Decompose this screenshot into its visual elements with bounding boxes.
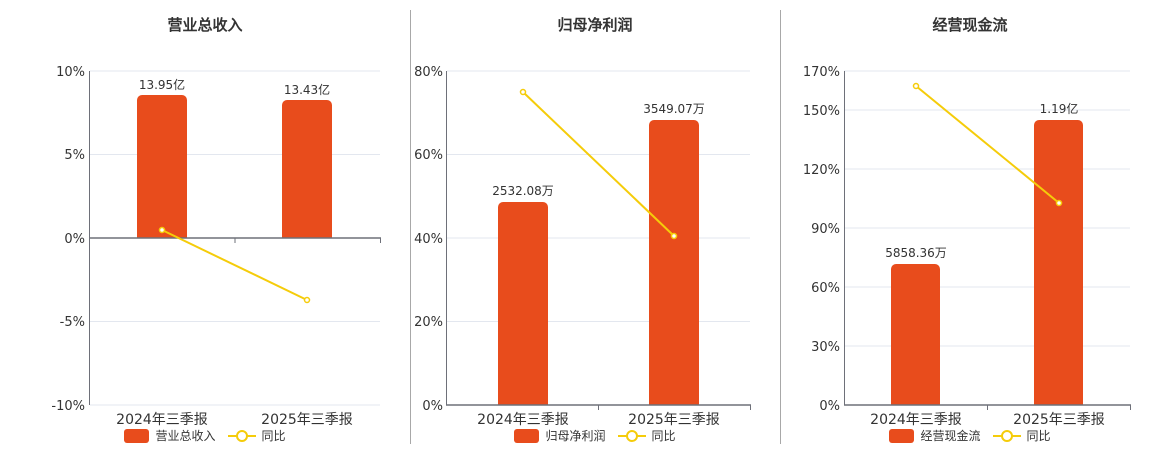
x-tick: 2024年三季报 — [116, 412, 208, 428]
y-tick: 0% — [422, 399, 443, 414]
x-tick: 2024年三季报 — [870, 412, 962, 428]
chart-panel-revenue: 营业总收入 10% 5% 0% -5% -10% 13.95亿 13.43亿 — [0, 0, 410, 450]
x-tick: 2025年三季报 — [261, 412, 353, 428]
y-tick: 60% — [414, 148, 443, 163]
y-tick: 0% — [64, 232, 85, 247]
gridlines — [447, 70, 750, 322]
legend-line-label[interactable]: 同比 — [1026, 429, 1051, 443]
chart-panel-operating-cashflow: 经营现金流 170% 150% 120% 90% 60% 30% 0% 5858… — [780, 0, 1160, 450]
y-axis-labels: 170% 150% 120% 90% 60% 30% 0% — [803, 65, 840, 414]
bar-label: 2532.08万 — [492, 184, 554, 198]
legend-line-label[interactable]: 同比 — [261, 429, 286, 443]
bar-label: 3549.07万 — [643, 102, 705, 116]
legend-line-icon[interactable] — [227, 429, 256, 443]
x-tick: 2025年三季报 — [1013, 412, 1105, 428]
x-tick: 2024年三季报 — [477, 412, 569, 428]
chart-panel-net-profit: 归母净利润 80% 60% 40% 20% 0% 2532.08万 3549.0… — [410, 0, 780, 450]
bar-2024[interactable] — [137, 95, 187, 238]
legend: 经营现金流 同比 — [780, 427, 1160, 444]
yoy-point[interactable] — [519, 88, 527, 96]
gridlines — [844, 70, 1130, 347]
y-tick: 20% — [414, 315, 443, 330]
yoy-point[interactable] — [158, 226, 166, 234]
yoy-line — [161, 229, 308, 301]
bar-label: 5858.36万 — [885, 246, 947, 260]
y-axis-labels: 80% 60% 40% 20% 0% — [414, 65, 443, 414]
y-tick: 80% — [414, 65, 443, 80]
y-tick: 5% — [64, 148, 85, 163]
bar-2024[interactable] — [891, 264, 940, 405]
bar-2024[interactable] — [498, 202, 548, 405]
chart-title: 营业总收入 — [167, 16, 243, 34]
legend-line-icon[interactable] — [617, 429, 646, 443]
bar-value-labels: 5858.36万 1.19亿 — [885, 101, 1078, 260]
yoy-point[interactable] — [1055, 199, 1063, 207]
chart-plot: 10% 5% 0% -5% -10% 13.95亿 13.43亿 2024年三季… — [51, 65, 381, 428]
legend-line-label[interactable]: 同比 — [651, 429, 676, 443]
y-tick: 170% — [803, 65, 840, 80]
y-tick: -5% — [60, 315, 85, 330]
y-tick: 10% — [56, 65, 85, 80]
legend-line-icon[interactable] — [992, 429, 1021, 443]
yoy-point[interactable] — [670, 232, 678, 240]
legend-bar-swatch[interactable] — [889, 428, 915, 443]
y-tick: 90% — [811, 222, 840, 237]
legend-bar-label[interactable]: 营业总收入 — [155, 429, 216, 443]
x-axis-labels: 2024年三季报 2025年三季报 — [477, 412, 720, 428]
chart-title: 经营现金流 — [932, 16, 1008, 34]
bar-label: 13.95亿 — [139, 77, 185, 92]
y-tick: 120% — [803, 163, 840, 178]
panel-divider — [780, 10, 781, 444]
y-tick: -10% — [51, 399, 85, 414]
x-axis-labels: 2024年三季报 2025年三季报 — [870, 412, 1105, 428]
chart-title: 归母净利润 — [557, 16, 633, 34]
chart-plot: 80% 60% 40% 20% 0% 2532.08万 3549.07万 202… — [414, 65, 751, 428]
y-tick: 40% — [414, 232, 443, 247]
bar-2025[interactable] — [1034, 120, 1083, 405]
y-tick: 0% — [819, 399, 840, 414]
chart-plot: 170% 150% 120% 90% 60% 30% 0% 5858.36万 1… — [803, 65, 1131, 428]
gridlines — [90, 70, 380, 406]
bar-2025[interactable] — [282, 100, 332, 238]
x-axis-labels: 2024年三季报 2025年三季报 — [116, 412, 353, 428]
legend: 营业总收入 同比 — [0, 427, 410, 444]
yoy-point[interactable] — [303, 296, 311, 304]
legend-bar-swatch[interactable] — [124, 428, 150, 443]
panel-divider — [410, 10, 411, 444]
y-tick: 30% — [811, 340, 840, 355]
bar-label: 1.19亿 — [1040, 101, 1079, 116]
bar-value-labels: 13.95亿 13.43亿 — [139, 77, 330, 97]
legend-bar-swatch[interactable] — [514, 428, 540, 443]
bar-2025[interactable] — [649, 120, 699, 405]
y-axis-labels: 10% 5% 0% -5% -10% — [51, 65, 85, 414]
legend-bar-label[interactable]: 归母净利润 — [545, 429, 606, 443]
y-tick: 60% — [811, 281, 840, 296]
yoy-point[interactable] — [912, 82, 920, 90]
x-tick: 2025年三季报 — [628, 412, 720, 428]
yoy-line — [915, 85, 1060, 204]
y-tick: 150% — [803, 104, 840, 119]
legend-bar-label[interactable]: 经营现金流 — [920, 429, 981, 443]
yoy-line — [522, 91, 675, 237]
legend: 归母净利润 同比 — [410, 427, 780, 444]
bar-label: 13.43亿 — [284, 82, 330, 97]
bar-value-labels: 2532.08万 3549.07万 — [492, 102, 705, 198]
